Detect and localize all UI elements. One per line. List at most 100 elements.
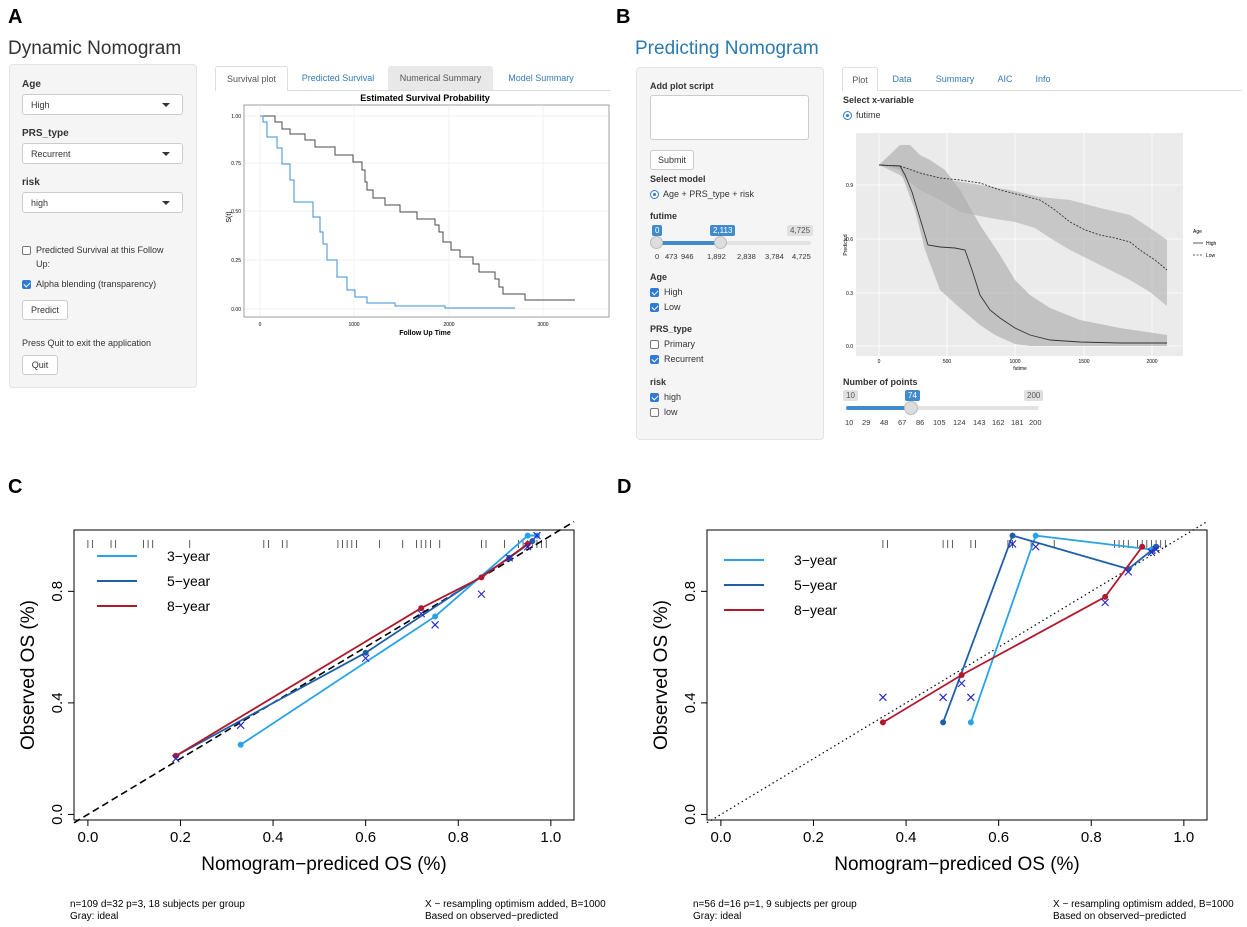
optimism-cross: [1101, 598, 1110, 607]
panel-label-d: D: [617, 476, 632, 498]
prs-type-label: PRS_type: [22, 128, 69, 139]
survival-x-tick: 3000: [537, 322, 548, 328]
futime-tick: 473: [665, 252, 678, 261]
points-value-badge: 74: [905, 390, 920, 401]
survival-x-tick: 0: [259, 322, 262, 328]
panel-label-b: B: [616, 6, 631, 28]
survival-grid: [245, 106, 608, 316]
risk-select-value: high: [31, 197, 49, 208]
model-radio[interactable]: [650, 190, 659, 199]
tab-aic[interactable]: AIC: [997, 73, 1013, 84]
tab-numerical-summary[interactable]: Numerical Summary: [388, 66, 493, 90]
age-low-label: Low: [664, 302, 681, 312]
alpha-blending-label: Alpha blending (transparency): [36, 279, 157, 289]
alpha-blending-checkbox[interactable]: [22, 280, 31, 289]
tab-summary[interactable]: Summary: [935, 73, 975, 84]
points-tick: 86: [916, 418, 925, 427]
predicted-survival-checkbox[interactable]: [22, 246, 31, 255]
tab-survival-plot[interactable]: Survival plot: [215, 66, 288, 91]
optimism-cross: [431, 620, 439, 629]
calibration-chart-d: 0.0 0.2 0.4 0.6 0.8 1.00.00.40.8Nomogram−pred…: [651, 521, 1234, 922]
x-tick-label: 0.0: [710, 829, 731, 846]
points-tick: 143: [973, 418, 986, 427]
prs-recurrent-checkbox[interactable]: [650, 355, 659, 364]
high-predicted-line: [878, 164, 1167, 344]
prediction-y-label: Predicted: [843, 234, 849, 255]
tab-model-summary[interactable]: Model Summary: [508, 73, 574, 83]
series-point: [432, 613, 439, 620]
optimism-cross: [417, 609, 426, 618]
prediction-legend-title: Age: [1193, 229, 1202, 235]
predict-button[interactable]: Predict: [22, 300, 68, 320]
survival-y-tick: 0.00: [231, 307, 241, 313]
points-slider-handle[interactable]: [904, 401, 918, 415]
survival-x-tick: 2000: [443, 322, 454, 328]
optimism-cross: [171, 754, 180, 763]
tab-underline: [215, 90, 611, 91]
x-tick-label: 0.4: [263, 829, 284, 846]
y-tick-label: 0.8: [49, 581, 66, 602]
futime-tick: 3,784: [765, 252, 784, 261]
x-tick-label: 0.4: [896, 829, 917, 846]
high-confidence-band: [879, 145, 1167, 346]
risk-low-checkbox[interactable]: [650, 408, 659, 417]
futime-tick: 946: [681, 252, 694, 261]
x-tick-label: 0.8: [448, 829, 469, 846]
futime-min-badge: 0: [652, 225, 663, 236]
x-variable-option: futime: [856, 110, 881, 120]
survival-y-tick: 0.25: [231, 258, 241, 264]
age-select[interactable]: High: [22, 94, 183, 115]
optimism-cross: [879, 693, 887, 702]
plot-script-input[interactable]: [650, 95, 809, 140]
series-point: [237, 741, 244, 748]
series-point: [958, 672, 965, 678]
x-tick-label: 0.0: [77, 829, 98, 846]
series-point: [879, 719, 886, 726]
futime-slider-handle-min[interactable]: [650, 236, 663, 249]
x-variable-radio[interactable]: [843, 111, 852, 120]
survival-x-label: Follow Up Time: [399, 330, 451, 337]
dynamic-nomogram-title: Dynamic Nomogram: [8, 38, 182, 59]
quit-button[interactable]: Quit: [22, 355, 58, 375]
optimism-cross: [957, 679, 966, 688]
prediction-x-tick: 2000: [1146, 359, 1157, 365]
futime-tick: 1,892: [707, 252, 726, 261]
legend-label: 3−year: [794, 552, 838, 568]
points-max-badge: 200: [1024, 390, 1044, 401]
x-axis-label: Nomogram−prediced OS (%): [201, 854, 447, 875]
points-tick: 67: [898, 418, 907, 427]
tab-predicted-survival[interactable]: Predicted Survival: [301, 73, 375, 83]
prs-primary-checkbox[interactable]: [650, 340, 659, 349]
legend-low-label: Low: [1206, 253, 1216, 259]
chevron-down-icon: [162, 200, 170, 205]
optimism-cross: [533, 531, 541, 540]
series-point: [478, 574, 485, 581]
legend-high-label: High: [1206, 241, 1217, 247]
age-high-checkbox[interactable]: [650, 288, 659, 297]
futime-label: futime: [650, 211, 677, 221]
risk-select[interactable]: high: [22, 192, 183, 213]
tab-info[interactable]: Info: [1035, 73, 1051, 84]
points-tick: 200: [1029, 418, 1042, 427]
prs-type-select[interactable]: Recurrent: [22, 143, 183, 164]
prs-recurrent-label: Recurrent: [664, 354, 704, 364]
tab-plot[interactable]: Plot: [842, 67, 878, 91]
prediction-y-tick: 0.0: [846, 344, 853, 350]
futime-slider-handle-max[interactable]: [714, 236, 727, 249]
risk-high-checkbox[interactable]: [650, 393, 659, 402]
legend-label: 5−year: [794, 577, 838, 593]
series-line-1: [240, 534, 537, 746]
optimism-cross: [361, 654, 370, 663]
series-point: [529, 538, 536, 545]
points-tick: 10: [845, 418, 854, 427]
tab-data[interactable]: Data: [892, 73, 912, 84]
futime-slider-track[interactable]: [655, 241, 811, 245]
age-low-checkbox[interactable]: [650, 303, 659, 312]
calibration-chart-c: 0.0 0.2 0.4 0.6 0.8 1.00.00.40.8Nomogram−pred…: [18, 520, 606, 922]
y-tick-label: 0.4: [682, 692, 699, 713]
points-slider-track[interactable]: [846, 406, 1039, 410]
submit-button[interactable]: Submit: [650, 150, 694, 170]
futime-tick: 2,838: [737, 252, 756, 261]
series-point: [1032, 532, 1039, 539]
prediction-x-tick: 0: [878, 359, 881, 365]
